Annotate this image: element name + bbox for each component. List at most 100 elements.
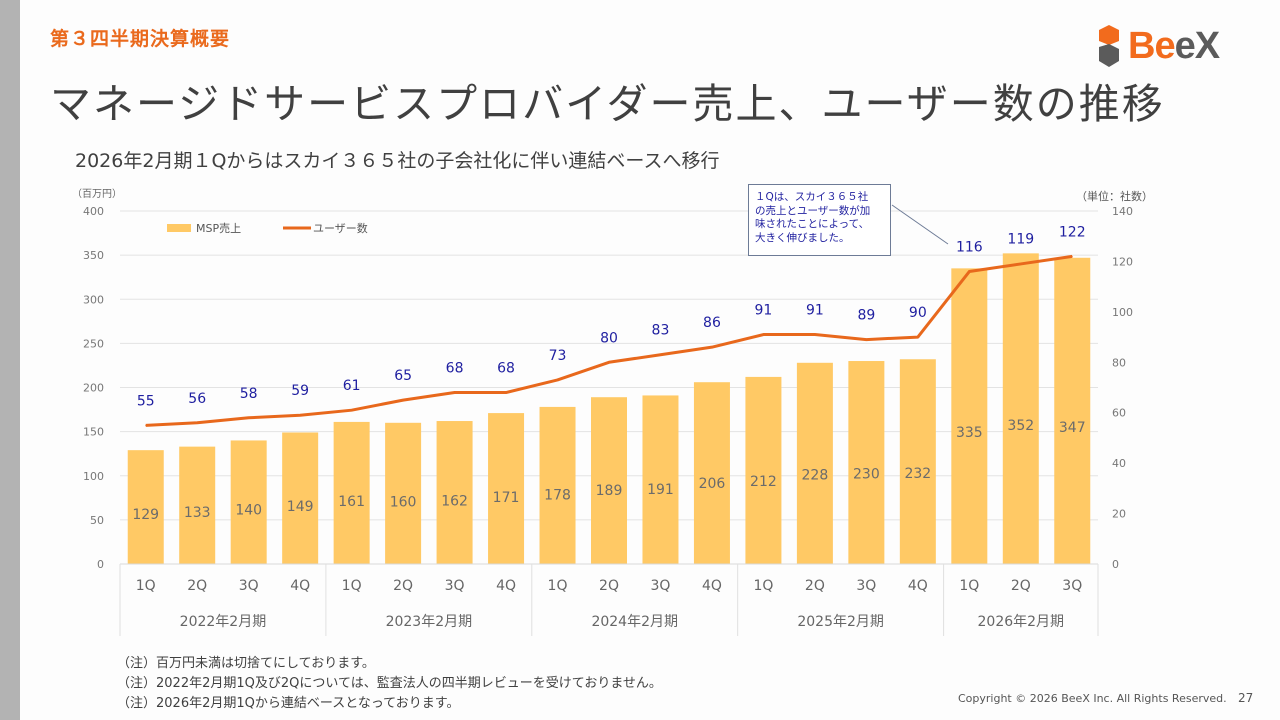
bar-msp-sales xyxy=(1002,253,1039,565)
bar-value-label: 171 xyxy=(493,490,520,506)
line-point-user-count xyxy=(505,392,507,394)
bar-value-label: 228 xyxy=(802,467,829,483)
line-value-label: 68 xyxy=(446,361,464,377)
x-category-label: 4Q xyxy=(702,578,722,594)
line-point-user-count xyxy=(454,392,456,394)
bar-value-label: 232 xyxy=(904,466,931,482)
right-axis-tick-label: 20 xyxy=(1112,508,1126,521)
line-point-user-count xyxy=(917,336,919,338)
bar-value-label: 347 xyxy=(1059,420,1086,436)
bar-value-label: 189 xyxy=(596,483,623,499)
bar-value-label: 178 xyxy=(544,487,571,503)
right-axis-tick-label: 80 xyxy=(1112,356,1126,369)
line-value-label: 80 xyxy=(600,330,618,346)
bar-msp-sales xyxy=(899,359,936,564)
x-group-label: 2026年2月期 xyxy=(978,614,1065,630)
x-category-label: 4Q xyxy=(290,578,310,594)
bar-msp-sales xyxy=(796,362,833,564)
bar-msp-sales xyxy=(745,376,782,564)
bar-msp-sales xyxy=(591,397,627,564)
bar-msp-sales xyxy=(951,268,988,564)
callout-line: 味されたことによって、 xyxy=(755,218,870,230)
left-axis-unit: （百万円） xyxy=(72,188,122,200)
footnote: （注）2026年2月期1Qから連結ベースとなっております。 xyxy=(117,696,460,711)
page-title: マネージドサービスプロバイダー売上、ユーザー数の推移 xyxy=(50,80,1165,128)
line-point-user-count xyxy=(659,354,661,356)
line-value-label: 56 xyxy=(188,391,206,407)
left-axis-tick-label: 50 xyxy=(90,514,104,527)
x-category-label: 2Q xyxy=(393,578,413,594)
line-value-label: 58 xyxy=(240,386,258,402)
beex-logo-icon xyxy=(1099,25,1119,67)
x-group-label: 2025年2月期 xyxy=(797,614,884,630)
callout-line: 大きく伸びました。 xyxy=(755,231,850,244)
left-axis-tick-label: 400 xyxy=(83,205,104,218)
line-point-user-count xyxy=(711,346,713,348)
x-category-label: 1Q xyxy=(548,578,568,594)
right-axis-unit: （単位：社数） xyxy=(1076,189,1153,203)
bar-msp-sales xyxy=(642,395,679,564)
line-point-user-count xyxy=(351,409,353,411)
line-point-user-count xyxy=(196,422,198,424)
line-point-user-count xyxy=(762,334,764,336)
line-value-label: 90 xyxy=(909,305,927,321)
bar-value-label: 212 xyxy=(750,474,777,490)
bar-value-label: 230 xyxy=(853,467,880,483)
x-category-label: 1Q xyxy=(753,578,773,594)
line-point-user-count xyxy=(1071,255,1073,257)
x-category-label: 3Q xyxy=(856,578,876,594)
callout-leader-line xyxy=(891,204,949,245)
section-label: 第３四半期決算概要 xyxy=(50,28,231,50)
bar-msp-sales xyxy=(693,382,730,564)
line-point-user-count xyxy=(145,424,147,426)
bar-msp-sales xyxy=(127,450,164,564)
line-value-label: 91 xyxy=(755,303,773,319)
x-category-label: 1Q xyxy=(959,578,979,594)
line-value-label: 122 xyxy=(1059,224,1086,240)
line-point-user-count xyxy=(865,339,867,341)
right-axis-tick-label: 140 xyxy=(1112,205,1133,218)
left-axis-tick-label: 200 xyxy=(83,382,104,395)
line-point-user-count xyxy=(968,271,970,273)
bar-value-label: 140 xyxy=(235,502,262,518)
page-number: 27 xyxy=(1238,691,1254,705)
bar-value-label: 149 xyxy=(287,499,314,515)
footnote: （注）2022年2月期1Q及び2Qについては、監査法人の四半期レビューを受けてお… xyxy=(117,676,662,691)
logo-wordmark: BeeX xyxy=(1128,24,1220,68)
x-group-label: 2022年2月期 xyxy=(180,614,267,630)
x-category-label: 2Q xyxy=(599,578,619,594)
right-axis-tick-label: 120 xyxy=(1112,255,1133,268)
bar-msp-sales xyxy=(539,406,576,564)
bar-value-label: 162 xyxy=(441,494,468,510)
x-category-label: 2Q xyxy=(187,578,207,594)
legend-label-user-count: ユーザー数 xyxy=(313,222,368,235)
line-point-user-count xyxy=(299,414,301,416)
line-point-user-count xyxy=(402,399,404,401)
left-axis-tick-label: 150 xyxy=(83,426,104,439)
line-value-label: 61 xyxy=(343,378,361,394)
bar-value-label: 206 xyxy=(699,476,726,492)
bar-msp-sales xyxy=(333,421,370,564)
company-logo: BeeX xyxy=(1096,24,1220,68)
x-category-label: 1Q xyxy=(342,578,362,594)
legend-swatch-msp-sales xyxy=(167,224,191,232)
bar-value-label: 129 xyxy=(132,507,159,523)
line-value-label: 59 xyxy=(291,383,309,399)
right-axis-tick-label: 0 xyxy=(1112,558,1119,571)
logo-text-be: Be xyxy=(1128,24,1176,67)
line-point-user-count xyxy=(557,379,559,381)
x-group-label: 2023年2月期 xyxy=(386,614,473,630)
bar-msp-sales xyxy=(488,413,525,564)
line-value-label: 91 xyxy=(806,303,824,319)
right-axis-tick-label: 60 xyxy=(1112,407,1126,420)
left-axis-tick-label: 300 xyxy=(83,293,104,306)
line-point-user-count xyxy=(608,361,610,363)
left-axis-tick-label: 100 xyxy=(83,470,104,483)
line-value-label: 55 xyxy=(137,393,155,409)
bar-msp-sales xyxy=(179,446,216,564)
callout-line: の売上とユーザー数が加 xyxy=(755,204,871,217)
line-value-label: 65 xyxy=(394,368,412,384)
legend-label-msp-sales: MSP売上 xyxy=(196,222,241,235)
line-point-user-count xyxy=(248,417,250,419)
